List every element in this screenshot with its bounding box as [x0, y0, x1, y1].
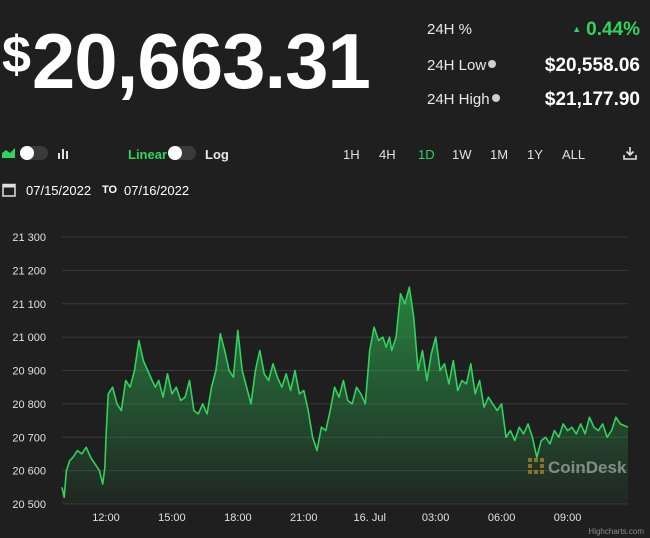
y-tick-label: 21 200: [12, 265, 46, 277]
range-1d[interactable]: 1D: [418, 147, 435, 162]
range-1w[interactable]: 1W: [452, 147, 472, 162]
up-arrow-icon: ▲: [572, 24, 582, 34]
stat-24h-high: 24H High $21,177.90: [427, 89, 640, 114]
y-tick-label: 21 000: [12, 332, 46, 344]
stat-24h-change-label: 24H %: [427, 21, 473, 38]
price-line: [61, 286, 629, 499]
y-axis-labels: 20 500 20 600 20 700 20 800 20 900 21 000 21 1…: [12, 232, 46, 511]
range-1y[interactable]: 1Y: [527, 147, 543, 162]
range-1m[interactable]: 1M: [490, 147, 509, 162]
highcharts-credit: Highcharts.com: [588, 527, 644, 536]
range-all[interactable]: ALL: [562, 147, 586, 162]
stat-24h-low-value: $20,558.06: [544, 55, 640, 76]
chart-toolbar: Linear Log 1H 4H 1D 1W 1M 1Y ALL: [0, 146, 650, 166]
current-price: $20,663.31: [2, 22, 371, 100]
y-tick-label: 21 100: [12, 299, 46, 311]
x-tick-label: 03:00: [422, 512, 450, 524]
x-tick-label: 09:00: [554, 512, 582, 524]
to-label: TO: [102, 184, 118, 196]
x-tick-label: 18:00: [224, 512, 252, 524]
stat-24h-change-value: ▲ 0.44%: [572, 19, 640, 41]
stat-24h-high-label: 24H High: [427, 91, 500, 108]
stat-24h-high-value: $21,177.90: [544, 89, 640, 110]
y-tick-label: 20 900: [12, 366, 46, 378]
x-tick-label: 12:00: [92, 512, 120, 524]
stat-24h-low: 24H Low $20,558.06: [427, 55, 640, 80]
chart-gridlines: [62, 236, 628, 505]
change-percent: 0.44%: [586, 19, 640, 40]
y-tick-label: 20 800: [12, 399, 46, 411]
area-chart-icon[interactable]: [2, 147, 16, 159]
scale-toggle[interactable]: [168, 146, 196, 160]
x-axis-labels: 12:00 15:00 18:00 21:00 16. Jul 03:00 06:00 09:…: [92, 512, 581, 524]
price-area: [62, 287, 628, 504]
y-tick-label: 21 300: [12, 232, 46, 244]
x-tick-label: 16. Jul: [354, 512, 386, 524]
price-value: 20,663.31: [31, 17, 371, 105]
from-date[interactable]: 07/15/2022: [26, 183, 92, 198]
to-date[interactable]: 07/16/2022: [124, 183, 190, 198]
bar-chart-icon[interactable]: [58, 147, 70, 159]
y-tick-label: 20 500: [12, 499, 46, 511]
range-4h[interactable]: 4H: [379, 147, 396, 162]
coindesk-watermark: CoinDesk: [528, 458, 627, 477]
toggle-knob: [168, 146, 182, 160]
toggle-knob: [20, 146, 34, 160]
x-tick-label: 06:00: [488, 512, 516, 524]
x-tick-label: 15:00: [158, 512, 186, 524]
scale-linear-label[interactable]: Linear: [128, 147, 168, 162]
currency-symbol: $: [2, 26, 31, 84]
stat-24h-low-label: 24H Low: [427, 57, 497, 74]
download-icon[interactable]: [623, 146, 637, 160]
watermark-text: CoinDesk: [548, 458, 627, 477]
stat-24h-change: 24H % ▲ 0.44%: [427, 19, 640, 44]
range-1h[interactable]: 1H: [343, 147, 360, 162]
x-tick-label: 21:00: [290, 512, 318, 524]
info-icon[interactable]: [488, 60, 497, 68]
y-tick-label: 20 700: [12, 432, 46, 444]
info-icon[interactable]: [491, 94, 500, 102]
scale-log-label[interactable]: Log: [205, 147, 229, 162]
y-tick-label: 20 600: [12, 466, 46, 478]
chart-type-toggle[interactable]: [20, 146, 48, 160]
calendar-icon[interactable]: [2, 182, 16, 197]
